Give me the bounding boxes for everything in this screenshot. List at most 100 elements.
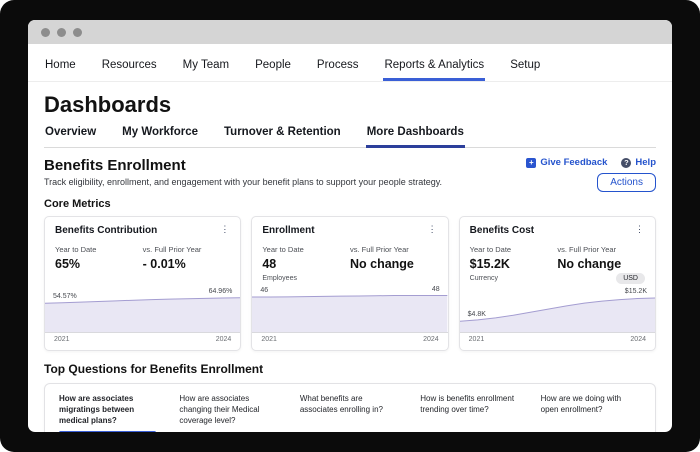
prior-metric: vs. Full Prior Year No change [557, 245, 645, 271]
chart-end-value: 64.96% [208, 287, 233, 295]
card-metrics: Year to Date 48 vs. Full Prior Year No c… [252, 245, 447, 271]
x-axis-labels: 2021 2024 [252, 333, 447, 350]
section-header: Benefits Enrollment Track eligibility, e… [44, 157, 656, 192]
nav-item-resources[interactable]: Resources [101, 59, 157, 71]
x-axis-start: 2021 [468, 336, 485, 343]
area-chart [252, 294, 448, 333]
card-header: Benefits Contribution ⋮ [45, 224, 240, 237]
unit-row: Currency USD [460, 273, 655, 284]
x-axis-end: 2024 [630, 336, 646, 343]
prior-metric: vs. Full Prior Year No change [350, 245, 438, 271]
ytd-metric: Year to Date $15.2K [470, 245, 558, 271]
question-tab-migrating-plans[interactable]: How are associates migratings between me… [49, 394, 169, 432]
tab-more-dashboards[interactable]: More Dashboards [365, 126, 465, 148]
give-feedback-label: Give Feedback [540, 157, 608, 168]
section-subtitle: Track eligibility, enrollment, and engag… [44, 177, 443, 187]
x-axis-start: 2021 [54, 336, 70, 343]
area-chart [45, 294, 241, 333]
nav-item-reports-analytics[interactable]: Reports & Analytics [383, 47, 486, 81]
window-titlebar [28, 20, 672, 44]
ytd-metric: Year to Date 65% [55, 245, 143, 271]
nav-item-home[interactable]: Home [45, 59, 76, 71]
ytd-value: 65% [55, 257, 81, 271]
card-enrollment[interactable]: Enrollment ⋮ Year to Date 48 vs. Full Pr… [251, 216, 449, 351]
kebab-menu-icon[interactable]: ⋮ [427, 224, 437, 234]
nav-item-process[interactable]: Process [316, 59, 359, 71]
ytd-value: $15.2K [469, 257, 510, 271]
nav-item-people[interactable]: People [255, 59, 291, 71]
chart-start-value: 46 [260, 287, 269, 294]
page-title: Dashboards [44, 92, 172, 117]
card-title: Benefits Contribution [55, 225, 158, 236]
x-axis-start: 2021 [261, 336, 277, 343]
prior-label: vs. Full Prior Year [349, 245, 409, 254]
ytd-metric: Year to Date 48 [262, 245, 350, 271]
unit-row: Employees [252, 273, 447, 284]
unit-label: Employees [262, 275, 297, 282]
browser-window: Home Resources My Team People Process Re… [28, 20, 672, 432]
help-icon: ? [621, 157, 632, 168]
card-metrics: Year to Date $15.2K vs. Full Prior Year … [460, 245, 655, 271]
top-questions-heading: Top Questions for Benefits Enrollment [44, 362, 264, 376]
chart-start-value: $4.8K [467, 311, 486, 319]
tab-my-workforce[interactable]: My Workforce [122, 126, 198, 138]
chart-block: $4.8K $15.2K 2021 2024 [459, 284, 655, 350]
help-label: Help [635, 157, 656, 168]
chart-end-value: $15.2K [624, 288, 647, 295]
feedback-icon: + [526, 157, 537, 168]
currency-badge[interactable]: USD [616, 273, 645, 284]
top-questions-card: How are associates migratings between me… [44, 383, 656, 432]
card-benefits-cost[interactable]: Benefits Cost ⋮ Year to Date $15.2K vs. … [458, 216, 656, 351]
section-header-left: Benefits Enrollment Track eligibility, e… [44, 157, 442, 187]
question-tab-coverage-level[interactable]: How are associates changing their Medica… [179, 394, 260, 425]
nav-item-setup[interactable]: Setup [510, 59, 541, 71]
actions-button[interactable]: Actions [597, 173, 656, 192]
window-control-dot[interactable] [57, 27, 66, 37]
card-title: Benefits Cost [469, 225, 535, 236]
prior-value: - 0.01% [142, 257, 186, 271]
header-links: + Give Feedback ? Help [526, 157, 656, 168]
x-axis-end: 2024 [215, 336, 232, 343]
area-chart [459, 294, 655, 333]
ytd-value: 48 [262, 257, 277, 271]
ytd-label: Year to Date [262, 245, 304, 254]
page-content: Dashboards Overview My Workforce Turnove… [28, 92, 672, 432]
kebab-menu-icon[interactable]: ⋮ [634, 224, 644, 234]
section-title: Benefits Enrollment [44, 157, 186, 174]
dashboard-tabs: Overview My Workforce Turnover & Retenti… [44, 126, 656, 148]
ytd-label: Year to Date [469, 245, 512, 254]
prior-metric: vs. Full Prior Year - 0.01% [143, 245, 231, 271]
x-axis-labels: 2021 2024 [460, 333, 655, 350]
tab-turnover-retention[interactable]: Turnover & Retention [224, 126, 341, 138]
unit-label: Currency [469, 275, 499, 282]
chart-start-value: 54.57% [53, 293, 77, 301]
question-tab-enrolling-in[interactable]: What benefits are associates enrolling i… [299, 394, 383, 414]
prior-label: vs. Full Prior Year [142, 245, 202, 254]
x-axis-labels: 2021 2024 [45, 333, 240, 350]
prior-value: No change [349, 257, 414, 271]
card-benefits-contribution[interactable]: Benefits Contribution ⋮ Year to Date 65%… [44, 216, 242, 351]
give-feedback-link[interactable]: + Give Feedback [526, 157, 607, 168]
help-link[interactable]: ? Help [621, 157, 656, 168]
nav-item-my-team[interactable]: My Team [182, 59, 230, 71]
card-header: Enrollment ⋮ [252, 224, 447, 237]
kebab-menu-icon[interactable]: ⋮ [220, 224, 230, 234]
window-control-dot[interactable] [41, 27, 50, 37]
card-title: Enrollment [262, 225, 315, 236]
tab-overview[interactable]: Overview [45, 126, 97, 138]
window-control-dot[interactable] [73, 27, 82, 37]
chart-block: 46 48 2021 2024 [252, 284, 448, 350]
prior-label: vs. Full Prior Year [557, 245, 617, 254]
card-header: Benefits Cost ⋮ [460, 224, 655, 237]
chart-end-value: 48 [431, 285, 440, 293]
ytd-label: Year to Date [55, 245, 97, 254]
chart-block: 54.57% 64.96% 2021 2024 [45, 284, 241, 350]
metric-cards: Benefits Contribution ⋮ Year to Date 65%… [44, 216, 656, 351]
prior-value: No change [557, 257, 622, 271]
main-nav: Home Resources My Team People Process Re… [28, 44, 672, 82]
card-metrics: Year to Date 65% vs. Full Prior Year - 0… [45, 245, 240, 271]
question-tab-open-enrollment[interactable]: How are we doing with open enrollment? [540, 394, 622, 414]
section-header-right: + Give Feedback ? Help Actions [526, 157, 656, 192]
question-tab-trending-over-time[interactable]: How is benefits enrollment trending over… [420, 394, 515, 414]
